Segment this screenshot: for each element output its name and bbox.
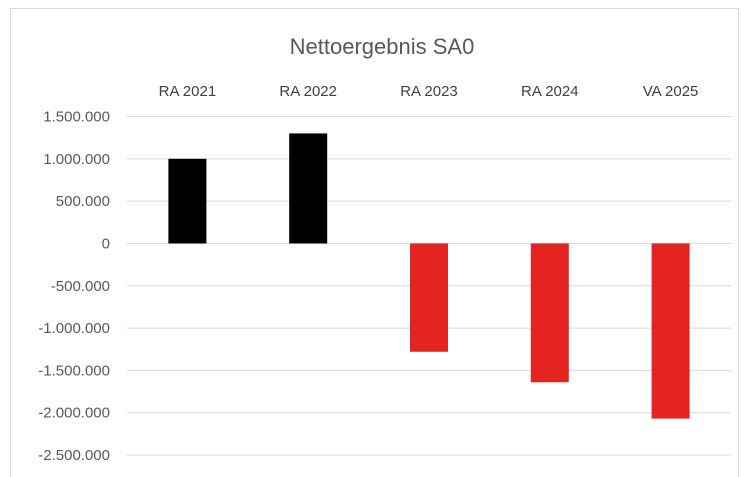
chart-frame (10, 8, 739, 477)
y-tick-label: -500.000 (51, 278, 110, 295)
y-tick-label: 1.000.000 (43, 151, 110, 168)
category-label: RA 2023 (400, 83, 458, 100)
bar-ra-2021 (168, 158, 207, 244)
category-label: RA 2024 (521, 83, 579, 100)
category-labels: RA 2021 RA 2022 RA 2023 RA 2024 VA 2025 (159, 83, 699, 100)
bar-ra-2023 (410, 243, 448, 352)
y-tick-label: -2.500.000 (38, 447, 110, 464)
bar-ra-2022 (289, 133, 328, 244)
y-tick-label: 0 (102, 235, 110, 252)
y-tick-label: -1.000.000 (38, 320, 110, 337)
category-label: RA 2022 (279, 83, 337, 100)
chart-title: Nettoergebnis SA0 (290, 34, 475, 59)
y-tick-label: 500.000 (56, 193, 110, 210)
bars (168, 133, 690, 419)
y-tick-label: 1.500.000 (43, 109, 110, 126)
category-label: VA 2025 (643, 83, 699, 100)
bar-va-2025 (651, 243, 690, 419)
y-tick-label: -2.000.000 (38, 405, 110, 422)
bar-ra-2024 (530, 243, 569, 383)
y-tick-label: -1.500.000 (38, 362, 110, 379)
category-label: RA 2021 (159, 83, 217, 100)
y-axis-tick-labels: 1.500.000 1.000.000 500.000 0 -500.000 -1.000… (38, 109, 110, 465)
